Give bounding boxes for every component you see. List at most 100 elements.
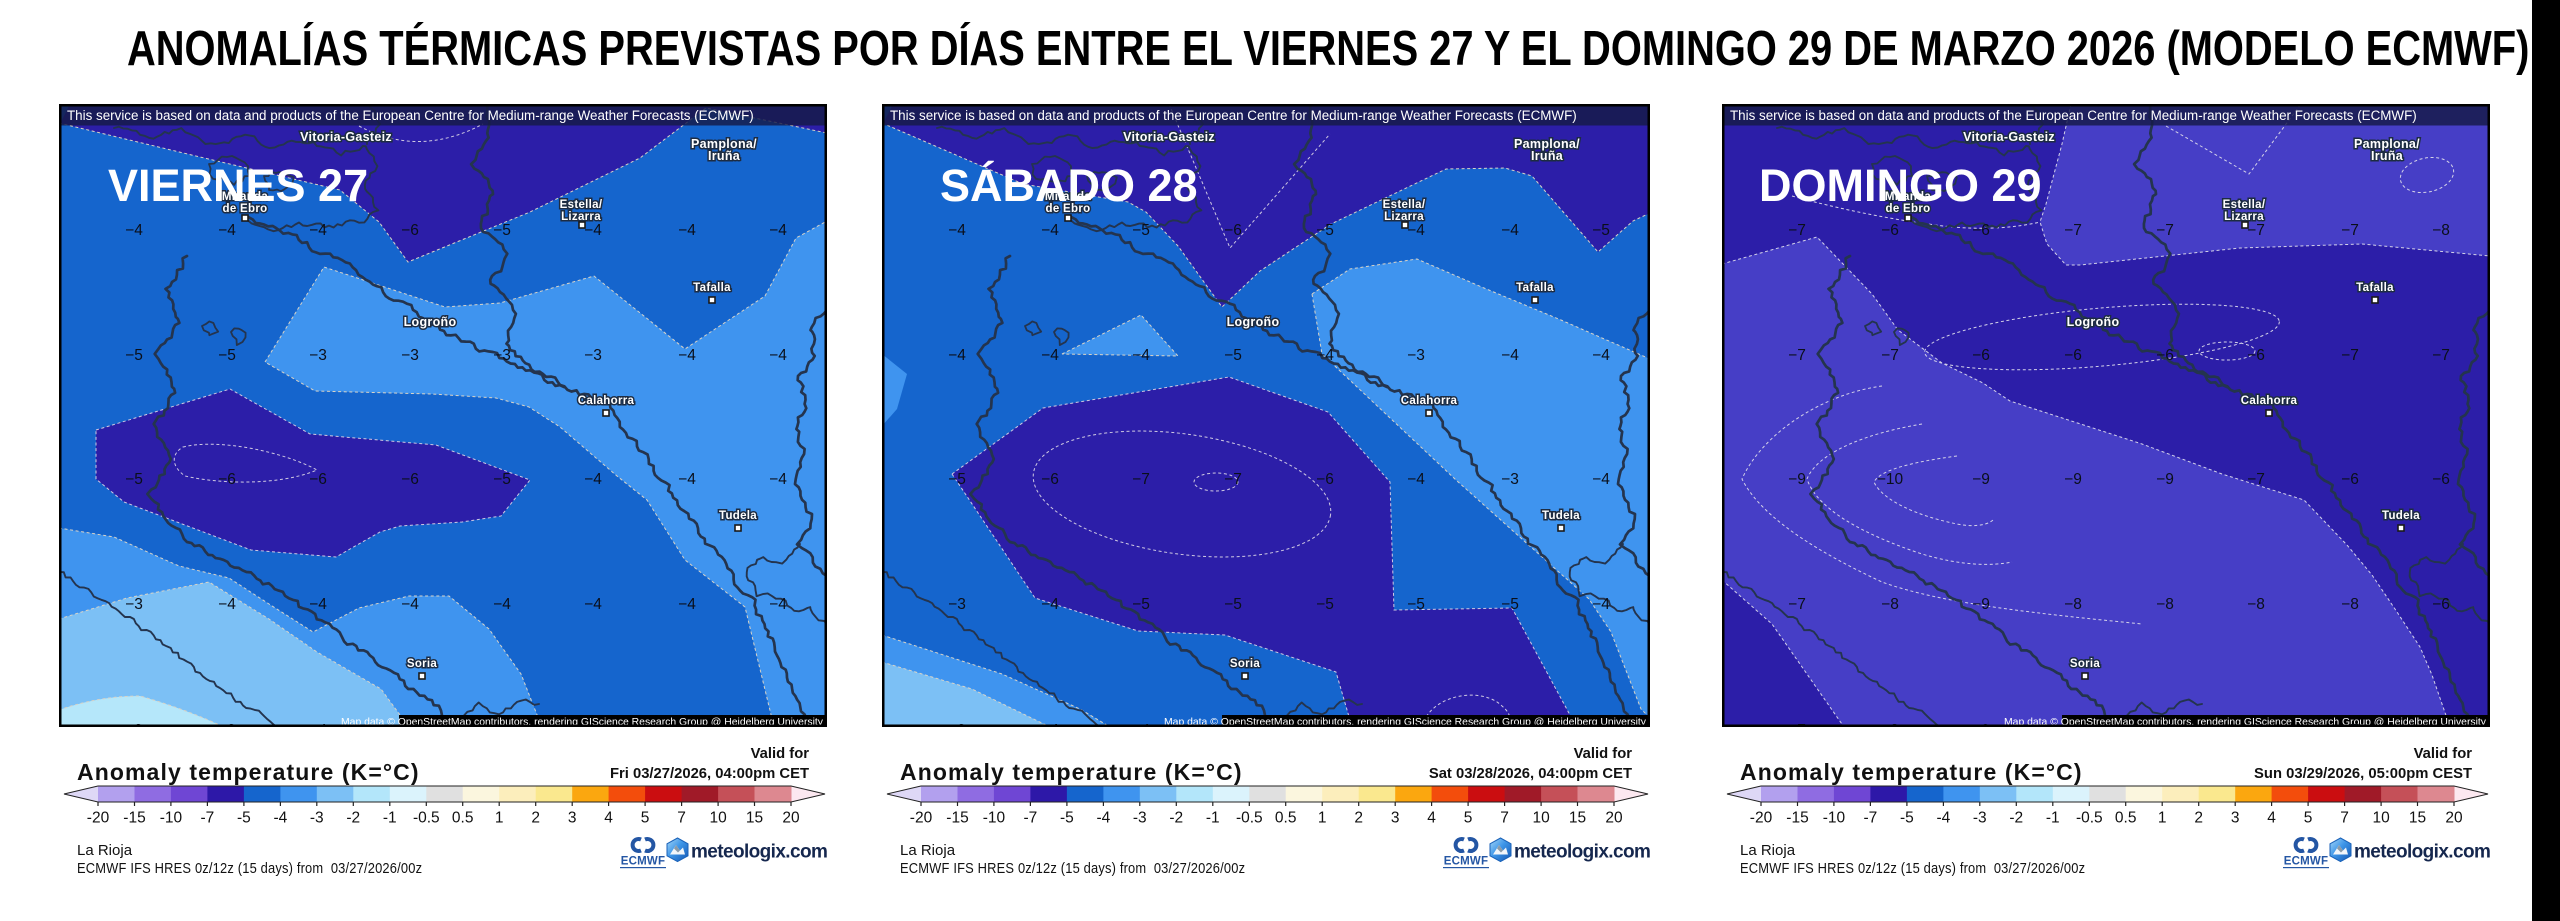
svg-text:−6: −6 xyxy=(2341,471,2359,488)
svg-text:Estella/: Estella/ xyxy=(2223,199,2266,211)
svg-text:−5: −5 xyxy=(1501,596,1519,613)
svg-text:−6: −6 xyxy=(1224,222,1242,239)
svg-text:−7: −7 xyxy=(2432,347,2450,364)
svg-text:-5: -5 xyxy=(1060,810,1074,827)
svg-text:−7: −7 xyxy=(2247,222,2265,239)
svg-text:0.5: 0.5 xyxy=(1275,810,1297,827)
svg-text:-20: -20 xyxy=(910,810,933,827)
svg-text:−4: −4 xyxy=(584,596,602,613)
svg-text:10: 10 xyxy=(1532,810,1550,827)
svg-text:−4: −4 xyxy=(493,596,511,613)
svg-text:−4: −4 xyxy=(584,222,602,239)
svg-text:-1: -1 xyxy=(1206,810,1220,827)
svg-text:−4: −4 xyxy=(769,347,787,364)
svg-text:-2: -2 xyxy=(2009,810,2023,827)
svg-text:−4: −4 xyxy=(218,596,236,613)
svg-text:This service is based on data: This service is based on data and produc… xyxy=(890,108,1577,123)
svg-text:Map data © OpenStreetMap contr: Map data © OpenStreetMap contributors, r… xyxy=(2004,717,2487,727)
svg-text:−5: −5 xyxy=(948,471,966,488)
svg-text:−4: −4 xyxy=(948,347,966,364)
svg-text:Estella/: Estella/ xyxy=(560,199,603,211)
svg-text:−4: −4 xyxy=(1407,471,1425,488)
svg-text:3: 3 xyxy=(2231,810,2240,827)
svg-text:−4: −4 xyxy=(1501,347,1519,364)
svg-text:10: 10 xyxy=(709,810,727,827)
svg-text:3: 3 xyxy=(568,810,577,827)
svg-text:Pamplona/: Pamplona/ xyxy=(691,137,757,151)
svg-text:−6: −6 xyxy=(1041,471,1059,488)
svg-text:0.5: 0.5 xyxy=(2115,810,2137,827)
svg-text:Calahorra: Calahorra xyxy=(2241,395,2298,407)
svg-text:−9: −9 xyxy=(1972,471,1990,488)
svg-text:−6: −6 xyxy=(2064,347,2082,364)
svg-text:−6: −6 xyxy=(309,471,327,488)
svg-text:−5: −5 xyxy=(1132,596,1150,613)
svg-text:−5: −5 xyxy=(125,347,143,364)
svg-text:-5: -5 xyxy=(237,810,251,827)
svg-text:Iruña: Iruña xyxy=(2371,149,2404,163)
svg-text:−4: −4 xyxy=(678,471,696,488)
svg-text:−6: −6 xyxy=(2432,471,2450,488)
svg-text:-4: -4 xyxy=(1937,810,1951,827)
svg-text:−4: −4 xyxy=(678,222,696,239)
svg-text:de Ebro: de Ebro xyxy=(223,203,268,215)
svg-text:−3: −3 xyxy=(584,347,602,364)
svg-text:−5: −5 xyxy=(125,471,143,488)
svg-text:−4: −4 xyxy=(1132,347,1150,364)
svg-text:−5: −5 xyxy=(1132,222,1150,239)
svg-text:−6: −6 xyxy=(401,222,419,239)
svg-text:-10: -10 xyxy=(160,810,183,827)
svg-text:de Ebro: de Ebro xyxy=(1886,203,1931,215)
svg-text:−7: −7 xyxy=(2341,347,2359,364)
svg-text:-3: -3 xyxy=(1973,810,1987,827)
svg-text:−5: −5 xyxy=(1224,347,1242,364)
svg-text:−5: −5 xyxy=(1407,596,1425,613)
svg-text:-4: -4 xyxy=(1097,810,1111,827)
svg-text:Tafalla: Tafalla xyxy=(693,282,731,294)
svg-text:4: 4 xyxy=(2267,810,2276,827)
svg-text:−8: −8 xyxy=(2341,596,2359,613)
svg-text:2: 2 xyxy=(1354,810,1363,827)
svg-text:−4: −4 xyxy=(1041,222,1059,239)
svg-text:−7: −7 xyxy=(1788,347,1806,364)
svg-text:-20: -20 xyxy=(1750,810,1773,827)
svg-text:−5: −5 xyxy=(1592,222,1610,239)
svg-text:-1: -1 xyxy=(2046,810,2060,827)
svg-text:-5: -5 xyxy=(1900,810,1914,827)
svg-text:This service is based on data: This service is based on data and produc… xyxy=(67,108,754,123)
svg-text:−4: −4 xyxy=(401,596,419,613)
svg-text:2: 2 xyxy=(531,810,540,827)
svg-text:DOMINGO 29: DOMINGO 29 xyxy=(1759,160,2042,211)
svg-text:4: 4 xyxy=(604,810,613,827)
svg-text:−8: −8 xyxy=(2064,596,2082,613)
svg-text:Miranda: Miranda xyxy=(1885,191,1931,203)
svg-text:−7: −7 xyxy=(1132,471,1150,488)
svg-text:15: 15 xyxy=(2409,810,2426,827)
svg-text:−3: −3 xyxy=(1407,347,1425,364)
svg-text:−6: −6 xyxy=(1316,471,1334,488)
svg-text:−7: −7 xyxy=(1788,222,1806,239)
svg-text:−6: −6 xyxy=(2247,347,2265,364)
svg-text:meteologix.com: meteologix.com xyxy=(2354,842,2490,863)
svg-text:7: 7 xyxy=(2340,810,2349,827)
svg-text:−4: −4 xyxy=(769,222,787,239)
svg-text:ECMWF: ECMWF xyxy=(621,856,665,868)
svg-text:1: 1 xyxy=(495,810,504,827)
svg-text:−7: −7 xyxy=(2156,222,2174,239)
svg-text:−3: −3 xyxy=(125,596,143,613)
svg-text:−4: −4 xyxy=(1316,347,1334,364)
svg-text:meteologix.com: meteologix.com xyxy=(1514,842,1650,863)
svg-text:−9: −9 xyxy=(2064,471,2082,488)
svg-text:-4: -4 xyxy=(274,810,288,827)
svg-text:Map data © OpenStreetMap contr: Map data © OpenStreetMap contributors, r… xyxy=(1164,717,1647,727)
svg-text:Calahorra: Calahorra xyxy=(578,395,635,407)
svg-text:−5: −5 xyxy=(493,222,511,239)
svg-text:Estella/: Estella/ xyxy=(1383,199,1426,211)
svg-text:2: 2 xyxy=(2194,810,2203,827)
svg-text:4: 4 xyxy=(1427,810,1436,827)
svg-text:−5: −5 xyxy=(493,471,511,488)
svg-text:−7: −7 xyxy=(2064,222,2082,239)
svg-text:-15: -15 xyxy=(1786,810,1808,827)
svg-text:−4: −4 xyxy=(1592,471,1610,488)
svg-text:-0.5: -0.5 xyxy=(1236,810,1263,827)
